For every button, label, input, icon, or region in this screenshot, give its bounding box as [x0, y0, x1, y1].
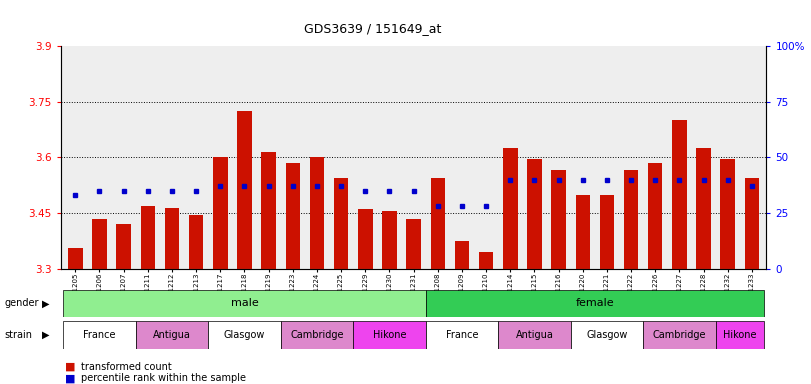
Bar	[140, 206, 155, 269]
Text: France: France	[84, 330, 116, 340]
Bar	[310, 157, 324, 269]
Bar	[281, 321, 354, 349]
Bar	[744, 178, 759, 269]
Bar	[68, 248, 83, 269]
Text: Hikone: Hikone	[723, 330, 757, 340]
Text: strain: strain	[4, 330, 32, 340]
Bar	[63, 321, 135, 349]
Bar	[285, 163, 300, 269]
Bar	[697, 148, 710, 269]
Bar	[406, 218, 421, 269]
Bar	[426, 321, 498, 349]
Bar	[63, 290, 426, 317]
Text: percentile rank within the sample: percentile rank within the sample	[81, 373, 246, 383]
Bar	[189, 215, 204, 269]
Text: France: France	[446, 330, 478, 340]
Bar	[527, 159, 542, 269]
Text: ■: ■	[65, 362, 75, 372]
Bar	[208, 321, 281, 349]
Bar	[135, 321, 208, 349]
Bar	[382, 211, 397, 269]
Bar	[213, 157, 228, 269]
Text: ■: ■	[65, 373, 75, 383]
Text: female: female	[576, 298, 614, 308]
Text: GDS3639 / 151649_at: GDS3639 / 151649_at	[304, 22, 442, 35]
Bar	[92, 218, 107, 269]
Bar	[478, 252, 493, 269]
Bar	[576, 195, 590, 269]
Text: Hikone: Hikone	[373, 330, 406, 340]
Bar	[624, 170, 638, 269]
Text: ▶: ▶	[42, 330, 49, 340]
Bar	[571, 321, 643, 349]
Bar	[715, 321, 764, 349]
Bar	[503, 148, 517, 269]
Text: ▶: ▶	[42, 298, 49, 308]
Text: gender: gender	[4, 298, 39, 308]
Bar	[354, 321, 426, 349]
Text: Cambridge: Cambridge	[653, 330, 706, 340]
Text: Antigua: Antigua	[153, 330, 191, 340]
Bar	[498, 321, 571, 349]
Bar	[237, 111, 251, 269]
Text: Glasgow: Glasgow	[224, 330, 265, 340]
Bar	[117, 224, 131, 269]
Bar	[358, 209, 372, 269]
Bar	[165, 207, 179, 269]
Bar	[426, 290, 764, 317]
Text: transformed count: transformed count	[81, 362, 172, 372]
Text: Glasgow: Glasgow	[586, 330, 628, 340]
Bar	[720, 159, 735, 269]
Bar	[334, 178, 349, 269]
Bar	[599, 195, 614, 269]
Text: Antigua: Antigua	[516, 330, 553, 340]
Bar	[643, 321, 715, 349]
Bar	[672, 120, 687, 269]
Text: Cambridge: Cambridge	[290, 330, 344, 340]
Bar	[431, 178, 445, 269]
Bar	[261, 152, 276, 269]
Text: male: male	[230, 298, 259, 308]
Bar	[648, 163, 663, 269]
Bar	[551, 170, 566, 269]
Bar	[455, 241, 470, 269]
